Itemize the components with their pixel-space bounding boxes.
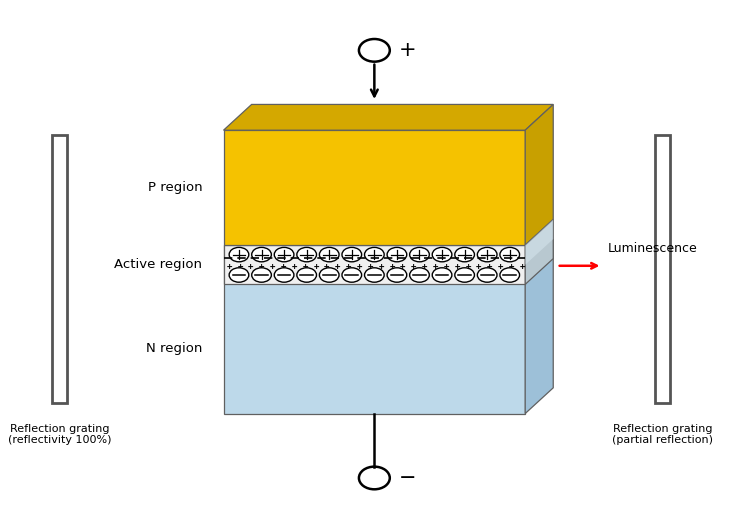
Text: +: + bbox=[422, 262, 427, 271]
Circle shape bbox=[229, 248, 249, 262]
Circle shape bbox=[364, 268, 384, 282]
Text: P region: P region bbox=[148, 181, 202, 194]
Text: +: + bbox=[281, 262, 286, 271]
Polygon shape bbox=[223, 245, 525, 413]
Bar bbox=[655, 135, 670, 403]
Text: +: + bbox=[302, 262, 308, 271]
Polygon shape bbox=[525, 220, 553, 413]
Circle shape bbox=[297, 268, 317, 282]
Circle shape bbox=[477, 248, 497, 262]
Circle shape bbox=[274, 248, 294, 262]
Text: +: + bbox=[324, 262, 329, 271]
Polygon shape bbox=[525, 220, 553, 284]
Text: Reflection grating
(reflectivity 100%): Reflection grating (reflectivity 100%) bbox=[7, 424, 111, 445]
Circle shape bbox=[410, 248, 429, 262]
Text: +: + bbox=[498, 262, 504, 271]
Circle shape bbox=[387, 268, 407, 282]
Circle shape bbox=[274, 268, 294, 282]
Text: +: + bbox=[520, 262, 525, 271]
Polygon shape bbox=[525, 220, 553, 265]
Text: +: + bbox=[400, 262, 406, 271]
Text: +: + bbox=[226, 262, 232, 271]
Circle shape bbox=[359, 39, 390, 62]
Text: +: + bbox=[346, 262, 351, 271]
Bar bbox=[52, 135, 67, 403]
Text: +: + bbox=[368, 262, 373, 271]
Circle shape bbox=[432, 268, 452, 282]
Text: +: + bbox=[270, 262, 275, 271]
Circle shape bbox=[477, 268, 497, 282]
Circle shape bbox=[455, 248, 475, 262]
Text: +: + bbox=[378, 262, 384, 271]
Text: +: + bbox=[389, 262, 395, 271]
Text: −: − bbox=[399, 468, 416, 488]
Circle shape bbox=[342, 268, 361, 282]
Polygon shape bbox=[223, 105, 553, 130]
Circle shape bbox=[364, 248, 384, 262]
Text: N region: N region bbox=[146, 342, 202, 355]
Text: +: + bbox=[248, 262, 253, 271]
Text: +: + bbox=[411, 262, 416, 271]
Text: +: + bbox=[509, 262, 514, 271]
Text: +: + bbox=[335, 262, 340, 271]
Text: +: + bbox=[433, 262, 438, 271]
Circle shape bbox=[320, 248, 339, 262]
Polygon shape bbox=[223, 245, 525, 284]
Text: +: + bbox=[237, 262, 242, 271]
Text: +: + bbox=[455, 262, 460, 271]
Circle shape bbox=[297, 248, 317, 262]
Text: Reflection grating
(partial reflection): Reflection grating (partial reflection) bbox=[612, 424, 713, 445]
Text: +: + bbox=[357, 262, 362, 271]
Text: +: + bbox=[259, 262, 264, 271]
Circle shape bbox=[252, 268, 272, 282]
Circle shape bbox=[359, 467, 390, 490]
Circle shape bbox=[320, 268, 339, 282]
Text: Luminescence: Luminescence bbox=[608, 242, 698, 255]
Circle shape bbox=[252, 248, 272, 262]
Text: +: + bbox=[466, 262, 471, 271]
Circle shape bbox=[500, 248, 520, 262]
Text: +: + bbox=[444, 262, 449, 271]
Text: Active region: Active region bbox=[115, 258, 202, 271]
Text: +: + bbox=[476, 262, 482, 271]
Text: +: + bbox=[313, 262, 319, 271]
Circle shape bbox=[410, 268, 429, 282]
Circle shape bbox=[387, 248, 407, 262]
Text: +: + bbox=[291, 262, 297, 271]
Polygon shape bbox=[525, 105, 553, 245]
Polygon shape bbox=[223, 130, 525, 245]
Text: +: + bbox=[399, 40, 416, 60]
Circle shape bbox=[455, 268, 475, 282]
Circle shape bbox=[229, 268, 249, 282]
Circle shape bbox=[500, 268, 520, 282]
Circle shape bbox=[342, 248, 361, 262]
Text: +: + bbox=[487, 262, 493, 271]
Circle shape bbox=[432, 248, 452, 262]
